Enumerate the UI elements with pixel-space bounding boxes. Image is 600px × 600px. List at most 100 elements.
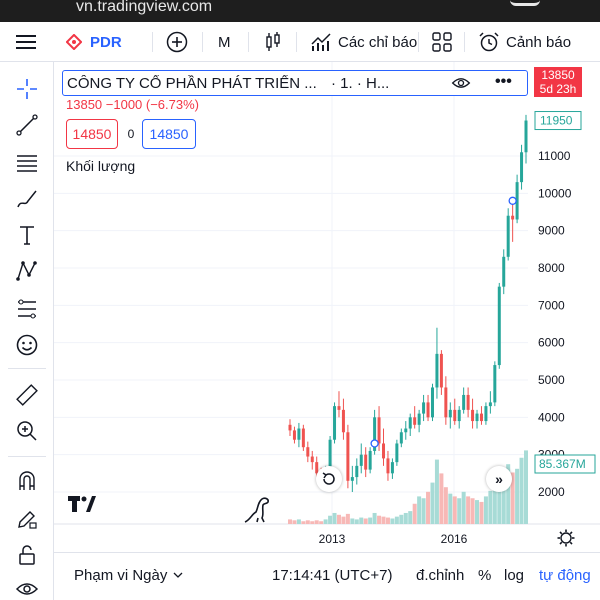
candle-body bbox=[408, 417, 412, 429]
spread-value: 0 bbox=[127, 127, 135, 141]
current-price: 13850 bbox=[541, 68, 575, 82]
trend-line-icon[interactable] bbox=[10, 110, 44, 140]
volume-bar bbox=[524, 450, 528, 524]
text-tool-icon[interactable] bbox=[10, 220, 44, 250]
more-options-icon[interactable]: ••• bbox=[495, 73, 512, 90]
sell-button[interactable]: 14850 bbox=[66, 119, 118, 149]
clock-timezone[interactable]: 17:14:41 (UTC+7) bbox=[272, 566, 393, 584]
volume-bar bbox=[430, 482, 435, 524]
fib-retracement-icon[interactable] bbox=[10, 148, 44, 178]
prediction-measure-icon[interactable] bbox=[10, 294, 44, 324]
candle-body bbox=[292, 430, 296, 440]
volume-bar bbox=[483, 496, 488, 524]
top-toolbar: PDR M Các chỉ báo Cảnh báo bbox=[0, 22, 600, 62]
ruler-icon[interactable] bbox=[10, 380, 44, 410]
brush-icon[interactable] bbox=[10, 184, 44, 214]
interval-button[interactable]: M bbox=[218, 22, 231, 62]
volume-bar bbox=[506, 464, 511, 524]
volume-bar bbox=[510, 472, 515, 524]
price-change: 13850 −1000 (−6.73%) bbox=[66, 97, 199, 112]
scroll-to-realtime-icon[interactable]: » bbox=[486, 466, 512, 492]
marker-circle[interactable] bbox=[370, 439, 379, 448]
symbol-search-button[interactable]: PDR bbox=[66, 22, 122, 62]
volume-bar bbox=[403, 512, 408, 524]
candle-body bbox=[386, 458, 390, 474]
candle-body bbox=[422, 402, 426, 414]
volume-bar bbox=[377, 515, 382, 524]
marker-circle[interactable] bbox=[508, 196, 517, 205]
auto-scale-button[interactable]: tự động bbox=[539, 566, 591, 584]
url-text[interactable]: vn.tradingview.com bbox=[76, 0, 213, 15]
candle-body bbox=[333, 406, 337, 440]
volume-bar bbox=[354, 519, 359, 524]
chart-settings-icon[interactable] bbox=[557, 529, 575, 547]
visibility-eye-icon[interactable] bbox=[10, 574, 44, 600]
volume-bar bbox=[319, 521, 324, 524]
candle-body bbox=[471, 409, 475, 422]
company-name: CÔNG TY CỔ PHẦN PHÁT TRIỂN ... bbox=[67, 74, 317, 92]
volume-bar bbox=[426, 491, 431, 524]
buy-button[interactable]: 14850 bbox=[142, 119, 196, 149]
candle-body bbox=[350, 477, 354, 481]
adjust-button[interactable]: đ.chỉnh bbox=[416, 566, 465, 584]
volume-bar bbox=[439, 473, 444, 524]
candle-body bbox=[515, 182, 519, 220]
drawing-toolbar bbox=[0, 62, 54, 600]
indicators-icon bbox=[311, 33, 331, 51]
alerts-button[interactable]: Cảnh báo bbox=[478, 22, 571, 62]
candle-body bbox=[373, 417, 377, 451]
candle-body bbox=[462, 394, 466, 410]
volume-bar bbox=[501, 470, 506, 524]
date-range-label: Phạm vi Ngày bbox=[74, 566, 168, 584]
layouts-icon[interactable] bbox=[432, 22, 452, 62]
magnet-icon[interactable] bbox=[10, 466, 44, 496]
emoji-icon[interactable] bbox=[10, 330, 44, 360]
volume-bar bbox=[372, 512, 377, 524]
volume-bar bbox=[448, 493, 453, 524]
indicators-button[interactable]: Các chỉ báo bbox=[310, 22, 417, 62]
candle-body bbox=[346, 432, 350, 481]
price-chart[interactable]: 2000300040005000600070008000900010000110… bbox=[54, 62, 600, 550]
volume-bar bbox=[296, 519, 301, 524]
pattern-icon[interactable] bbox=[10, 256, 44, 286]
volume-bar bbox=[341, 516, 346, 524]
candle-body bbox=[288, 424, 292, 431]
dinosaur-icon bbox=[242, 494, 272, 529]
date-range-button[interactable]: Phạm vi Ngày bbox=[74, 553, 183, 597]
chart-pane[interactable]: 2000300040005000600070008000900010000110… bbox=[54, 62, 600, 550]
crosshair-icon[interactable] bbox=[10, 74, 44, 104]
menu-icon[interactable] bbox=[16, 22, 38, 62]
volume-bar bbox=[461, 491, 466, 524]
volume-bar bbox=[457, 498, 462, 524]
volume-bar bbox=[359, 517, 364, 524]
candle-body bbox=[390, 462, 394, 474]
volume-bar bbox=[412, 503, 417, 524]
volume-bar bbox=[408, 511, 413, 524]
eye-icon[interactable] bbox=[451, 74, 471, 95]
percent-scale-button[interactable]: % bbox=[478, 566, 492, 584]
candle-body bbox=[484, 406, 488, 422]
candle-body bbox=[520, 152, 524, 183]
browser-menu-icon[interactable] bbox=[510, 0, 540, 6]
zoom-in-icon[interactable] bbox=[10, 416, 44, 446]
symbol-legend[interactable]: CÔNG TY CỔ PHẦN PHÁT TRIỂN ... · 1. · H.… bbox=[62, 70, 528, 96]
volume-bar bbox=[421, 498, 426, 524]
candle-body bbox=[404, 428, 408, 433]
log-scale-button[interactable]: log bbox=[504, 566, 525, 584]
tradingview-logo-icon[interactable] bbox=[66, 490, 98, 518]
browser-url-bar[interactable]: vn.tradingview.com bbox=[0, 0, 600, 22]
indicators-label: Các chỉ báo bbox=[338, 33, 418, 51]
candle-body bbox=[328, 439, 332, 470]
add-symbol-icon[interactable] bbox=[166, 22, 188, 62]
lock-icon[interactable] bbox=[10, 540, 44, 570]
volume-bar bbox=[519, 457, 524, 524]
volume-bar bbox=[479, 501, 484, 524]
volume-bar bbox=[434, 459, 439, 524]
lock-drawings-pencil-icon[interactable] bbox=[10, 504, 44, 534]
volume-value-label: 85.367M bbox=[539, 457, 586, 471]
reset-chart-icon[interactable] bbox=[316, 466, 342, 492]
candle-body bbox=[511, 215, 515, 220]
candle-body bbox=[497, 286, 501, 366]
volume-bar bbox=[301, 521, 306, 524]
candles-style-icon[interactable] bbox=[264, 22, 282, 62]
